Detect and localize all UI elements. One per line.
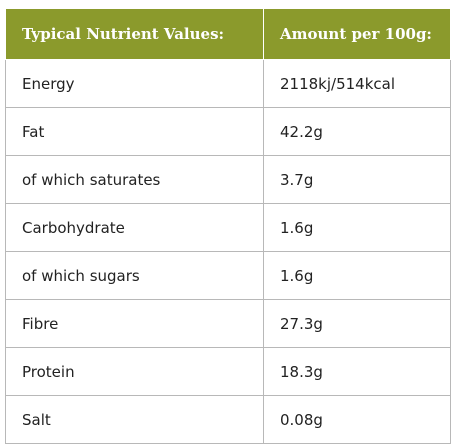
nutrient-name: Fibre <box>5 299 264 348</box>
table-row: Protein 18.3g <box>5 347 451 396</box>
nutrient-amount: 0.08g <box>263 395 451 444</box>
nutrient-amount: 27.3g <box>263 299 451 348</box>
table-row: of which sugars 1.6g <box>5 251 451 300</box>
nutrient-amount: 1.6g <box>263 203 451 252</box>
nutrient-amount: 18.3g <box>263 347 451 396</box>
table-row: Energy 2118kj/514kcal <box>5 59 451 108</box>
nutrient-amount: 1.6g <box>263 251 451 300</box>
table-body: Energy 2118kj/514kcal Fat 42.2g of which sat… <box>5 59 451 444</box>
table-row: Fat 42.2g <box>5 107 451 156</box>
nutrient-amount: 2118kj/514kcal <box>263 59 451 108</box>
nutrient-name: Salt <box>5 395 264 444</box>
header-row: Typical Nutrient Values: Amount per 100g: <box>5 8 451 60</box>
header-cell: Amount per 100g: <box>263 8 451 60</box>
nutrient-name: Carbohydrate <box>5 203 264 252</box>
table-row: of which saturates 3.7g <box>5 155 451 204</box>
table-row: Carbohydrate 1.6g <box>5 203 451 252</box>
nutrition-table: Typical Nutrient Values: Amount per 100g:… <box>5 8 451 444</box>
nutrient-name: Energy <box>5 59 264 108</box>
nutrient-amount: 42.2g <box>263 107 451 156</box>
nutrient-name: of which saturates <box>5 155 264 204</box>
header-cell: Typical Nutrient Values: <box>5 8 264 60</box>
nutrient-name: Fat <box>5 107 264 156</box>
table-row: Salt 0.08g <box>5 395 451 444</box>
table-row: Fibre 27.3g <box>5 299 451 348</box>
nutrient-name: Protein <box>5 347 264 396</box>
nutrient-amount: 3.7g <box>263 155 451 204</box>
nutrient-name: of which sugars <box>5 251 264 300</box>
